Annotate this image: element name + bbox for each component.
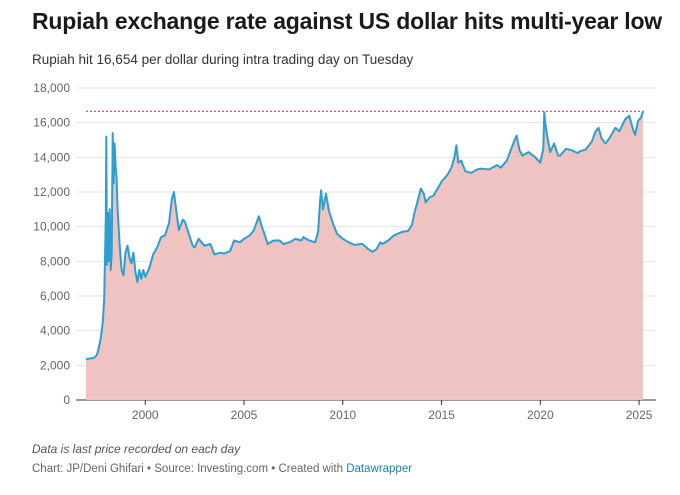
footnote: Data is last price recorded on each day — [32, 442, 241, 456]
series-line — [85, 110, 644, 361]
chart-area: 0 2,000 4,000 6,000 8,000 10,000 12,000 14,000 1… — [0, 76, 680, 428]
chart-title: Rupiah exchange rate against US dollar h… — [32, 8, 662, 34]
x-tick-label: 2005 — [231, 408, 258, 422]
y-tick-label: 2,000 — [40, 358, 70, 372]
x-tick-label: 2025 — [626, 408, 653, 422]
credit-line: Chart: JP/Deni Ghifari • Source: Investi… — [32, 463, 412, 475]
x-tick-label: 2000 — [132, 408, 159, 422]
exchange-rate-chart: 0 2,000 4,000 6,000 8,000 10,000 12,000 14,000 1… — [33, 81, 656, 422]
y-tick-label: 10,000 — [33, 220, 70, 234]
x-tick-label: 2010 — [329, 408, 356, 422]
y-tick-label: 8,000 — [40, 254, 70, 268]
credit-text: Chart: JP/Deni Ghifari • Source: Investi… — [32, 463, 347, 475]
y-tick-label: 0 — [63, 393, 70, 407]
x-tick-label: 2020 — [527, 408, 554, 422]
chart-subtitle: Rupiah hit 16,654 per dollar during intr… — [32, 52, 414, 67]
y-tick-label: 4,000 — [40, 324, 70, 338]
y-tick-label: 16,000 — [33, 116, 70, 130]
x-tick-label: 2015 — [428, 408, 455, 422]
datawrapper-link[interactable]: Datawrapper — [346, 463, 413, 475]
y-tick-label: 18,000 — [33, 81, 70, 95]
series-area — [86, 111, 643, 401]
x-axis: 2000 2005 2010 2015 2020 2025 — [132, 400, 653, 422]
y-tick-label: 12,000 — [33, 185, 70, 199]
y-tick-label: 14,000 — [33, 150, 70, 164]
y-axis: 0 2,000 4,000 6,000 8,000 10,000 12,000 14,000 1… — [33, 81, 70, 407]
y-tick-label: 6,000 — [40, 289, 70, 303]
